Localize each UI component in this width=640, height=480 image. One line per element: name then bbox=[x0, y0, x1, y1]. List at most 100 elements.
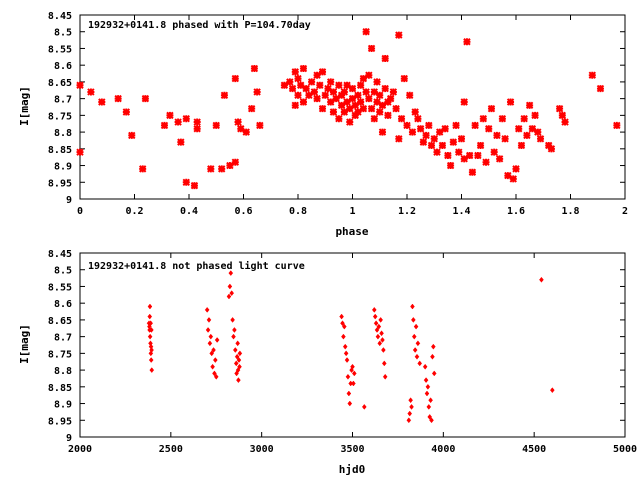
data-point bbox=[207, 165, 215, 173]
data-point bbox=[438, 141, 447, 150]
y-tick-label: 8.6 bbox=[54, 299, 72, 310]
data-point bbox=[231, 74, 240, 83]
data-point bbox=[460, 155, 468, 163]
data-point bbox=[302, 84, 310, 93]
data-point bbox=[346, 118, 354, 126]
data-point bbox=[409, 403, 414, 410]
data-point bbox=[427, 414, 433, 420]
data-point bbox=[372, 313, 378, 320]
data-point bbox=[340, 108, 349, 116]
data-point bbox=[411, 108, 419, 116]
data-point bbox=[236, 357, 242, 363]
data-point bbox=[237, 125, 245, 133]
data-point bbox=[381, 84, 389, 93]
data-point bbox=[351, 380, 356, 387]
data-point bbox=[310, 88, 319, 96]
data-point bbox=[534, 128, 542, 136]
data-point bbox=[348, 84, 357, 93]
data-point bbox=[373, 78, 381, 86]
data-point bbox=[374, 327, 380, 333]
data-point bbox=[337, 91, 346, 99]
data-point bbox=[316, 81, 324, 89]
data-point bbox=[410, 303, 415, 310]
data-point bbox=[476, 141, 485, 150]
data-point bbox=[431, 370, 437, 377]
data-point bbox=[236, 377, 241, 384]
data-point bbox=[487, 104, 496, 113]
data-point bbox=[506, 98, 515, 106]
data-point bbox=[343, 350, 349, 357]
data-point bbox=[406, 417, 412, 424]
data-point bbox=[350, 363, 355, 370]
data-point bbox=[427, 141, 436, 150]
data-point bbox=[226, 293, 232, 300]
data-point bbox=[373, 320, 379, 327]
data-point bbox=[382, 373, 388, 380]
data-point bbox=[501, 135, 509, 143]
data-point bbox=[558, 111, 567, 120]
data-point bbox=[234, 118, 242, 126]
data-point bbox=[291, 101, 299, 110]
data-point bbox=[213, 357, 218, 363]
data-point bbox=[495, 155, 504, 163]
data-point bbox=[318, 68, 327, 76]
y-tick-label: 8.65 bbox=[48, 316, 72, 327]
x-tick-label: 1.8 bbox=[561, 206, 579, 217]
chart-unphased: 2000 2500 3000 3500 4000 4500 5000 8.45 8.5 8.55… bbox=[18, 249, 637, 476]
data-point bbox=[335, 115, 343, 123]
data-point bbox=[384, 98, 392, 106]
data-point bbox=[326, 98, 335, 106]
data-point bbox=[182, 178, 190, 186]
data-point bbox=[234, 353, 240, 360]
y-tick-label: 8.9 bbox=[54, 162, 72, 173]
data-point bbox=[381, 54, 389, 63]
y-tick-label: 8.85 bbox=[48, 145, 72, 156]
y-tick-label: 8.65 bbox=[48, 78, 72, 89]
data-point bbox=[371, 306, 377, 313]
data-point bbox=[229, 290, 235, 297]
y-tick-label: 8.7 bbox=[54, 95, 72, 106]
data-point bbox=[523, 131, 531, 140]
x-tick-label: 0.6 bbox=[234, 206, 252, 217]
data-point bbox=[376, 323, 382, 330]
data-point bbox=[348, 94, 357, 103]
data-point bbox=[468, 168, 477, 176]
data-point bbox=[148, 320, 153, 327]
data-point bbox=[147, 333, 153, 340]
data-point bbox=[329, 108, 338, 116]
data-point bbox=[504, 171, 512, 180]
plot-frame-unphased bbox=[79, 252, 626, 438]
x-tick-label: 0 bbox=[77, 206, 83, 217]
data-point bbox=[361, 403, 367, 410]
data-point bbox=[407, 410, 413, 417]
data-point bbox=[237, 350, 243, 357]
data-point bbox=[408, 397, 413, 404]
data-point bbox=[351, 111, 359, 120]
data-point bbox=[149, 347, 154, 353]
data-point bbox=[204, 306, 210, 313]
data-point bbox=[430, 135, 438, 143]
y-tick-label: 8.95 bbox=[48, 416, 72, 427]
x-tick-label: 2 bbox=[622, 206, 628, 217]
data-point bbox=[373, 98, 381, 106]
x-tick-label: 1.2 bbox=[398, 206, 416, 217]
data-point bbox=[547, 145, 556, 153]
data-point bbox=[370, 115, 379, 123]
data-point bbox=[414, 115, 422, 123]
data-point bbox=[517, 141, 526, 150]
data-point bbox=[286, 78, 294, 86]
data-point bbox=[227, 283, 233, 290]
data-point bbox=[415, 340, 421, 347]
data-point bbox=[460, 98, 468, 106]
data-point bbox=[408, 128, 417, 136]
x-tick-label: 1 bbox=[349, 206, 355, 217]
data-point bbox=[362, 88, 370, 96]
data-point bbox=[347, 400, 353, 407]
x-tick-label: 2500 bbox=[159, 444, 183, 455]
data-point bbox=[485, 125, 493, 133]
data-point bbox=[332, 94, 340, 103]
data-point bbox=[231, 333, 236, 340]
data-point bbox=[397, 115, 406, 123]
chart-phased: 0 0.2 0.4 0.6 0.8 1 1.2 1.4 1.6 1.8 2 8.458.58.558… bbox=[18, 11, 628, 238]
data-point bbox=[237, 363, 242, 370]
